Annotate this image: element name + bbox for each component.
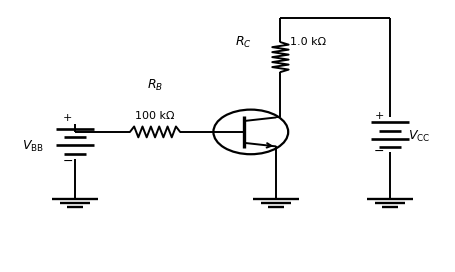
- Text: $R_C$: $R_C$: [235, 35, 252, 50]
- Text: −: −: [373, 144, 384, 157]
- Text: $V_{\rm CC}$: $V_{\rm CC}$: [407, 128, 430, 144]
- Text: $R_B$: $R_B$: [147, 78, 163, 93]
- Text: 100 kΩ: 100 kΩ: [135, 111, 174, 120]
- Text: +: +: [374, 111, 383, 120]
- Text: −: −: [62, 155, 73, 168]
- Text: +: +: [63, 113, 72, 123]
- Text: $V_{\rm BB}$: $V_{\rm BB}$: [22, 139, 44, 154]
- Text: 1.0 kΩ: 1.0 kΩ: [289, 37, 325, 47]
